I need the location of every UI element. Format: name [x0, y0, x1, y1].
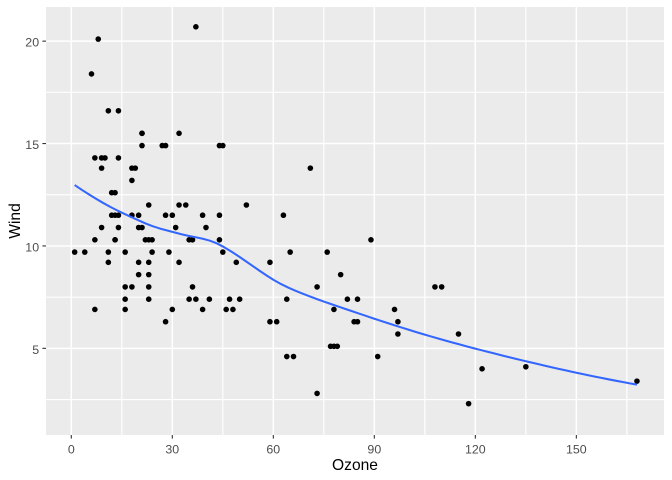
svg-text:5: 5: [32, 343, 39, 357]
svg-text:30: 30: [165, 442, 179, 456]
svg-text:10: 10: [25, 240, 39, 254]
svg-text:Ozone: Ozone: [332, 457, 378, 474]
svg-text:60: 60: [266, 442, 280, 456]
svg-text:15: 15: [25, 138, 39, 152]
svg-text:20: 20: [25, 36, 39, 50]
svg-text:0: 0: [68, 442, 75, 456]
svg-text:150: 150: [566, 442, 587, 456]
svg-text:90: 90: [367, 442, 381, 456]
svg-text:Wind: Wind: [7, 203, 24, 239]
svg-text:120: 120: [465, 442, 486, 456]
